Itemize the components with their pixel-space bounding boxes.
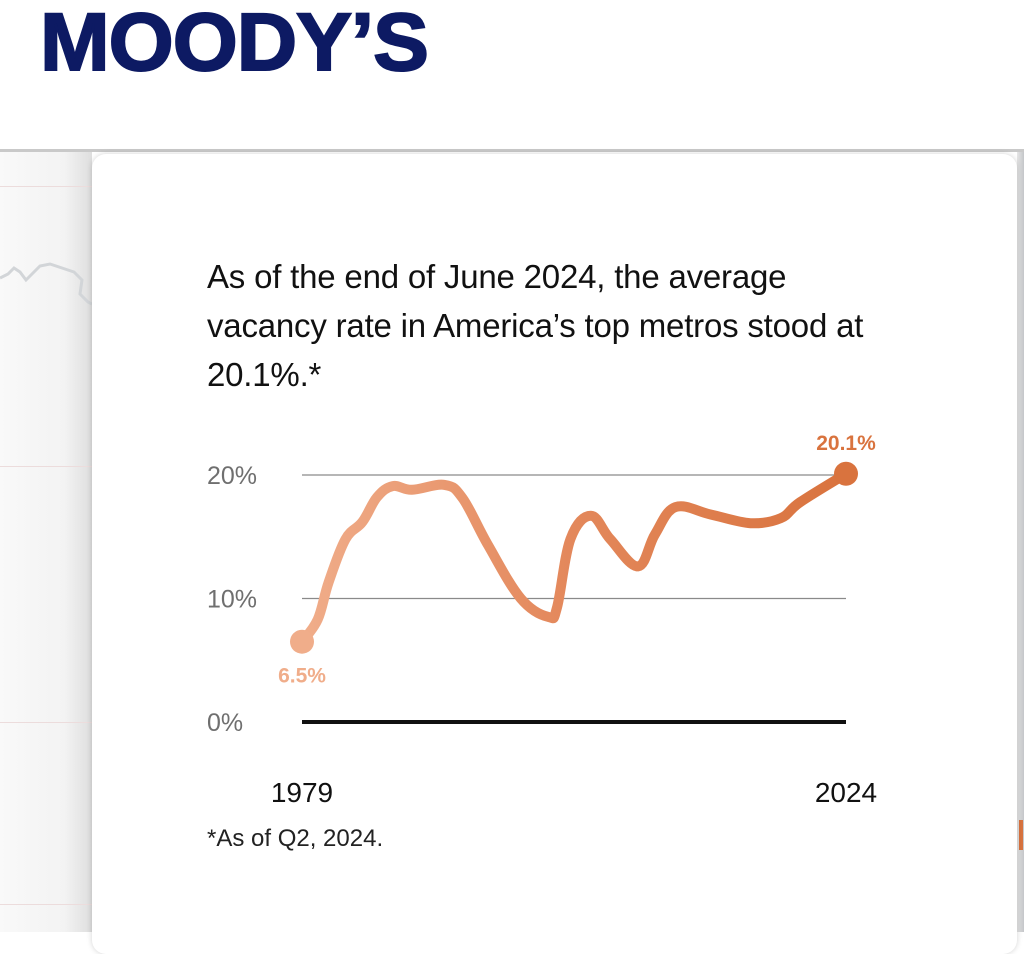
chart-footnote: *As of Q2, 2024. (207, 825, 384, 852)
background-accent-mark (1019, 820, 1023, 850)
info-card (92, 154, 1017, 954)
background-gridline (0, 904, 92, 905)
end-point-marker (834, 461, 858, 486)
background-right-panel (1017, 152, 1024, 932)
end-value-label: 20.1% (816, 432, 876, 455)
background-map-outline (0, 262, 92, 306)
series-line (297, 468, 851, 647)
start-value-label: 6.5% (278, 665, 326, 688)
background-gridline (0, 722, 92, 723)
vacancy-rate-chart: 0% 10% 20% 6.5% 20.1% 1979 2024 (207, 432, 877, 808)
moodys-logo[interactable]: MOODY’S (39, 0, 430, 88)
start-point-marker (290, 629, 314, 654)
y-tick-label: 20% (207, 462, 257, 490)
background-gridline (0, 186, 92, 187)
background-gridline (0, 466, 92, 467)
header-divider (0, 149, 1024, 152)
background-map-panel (0, 152, 92, 932)
x-tick-label: 2024 (815, 777, 877, 808)
x-tick-label: 1979 (271, 777, 333, 808)
y-tick-label: 0% (207, 709, 243, 737)
y-tick-label: 10% (207, 586, 257, 614)
card-headline: As of the end of June 2024, the average … (207, 258, 864, 393)
